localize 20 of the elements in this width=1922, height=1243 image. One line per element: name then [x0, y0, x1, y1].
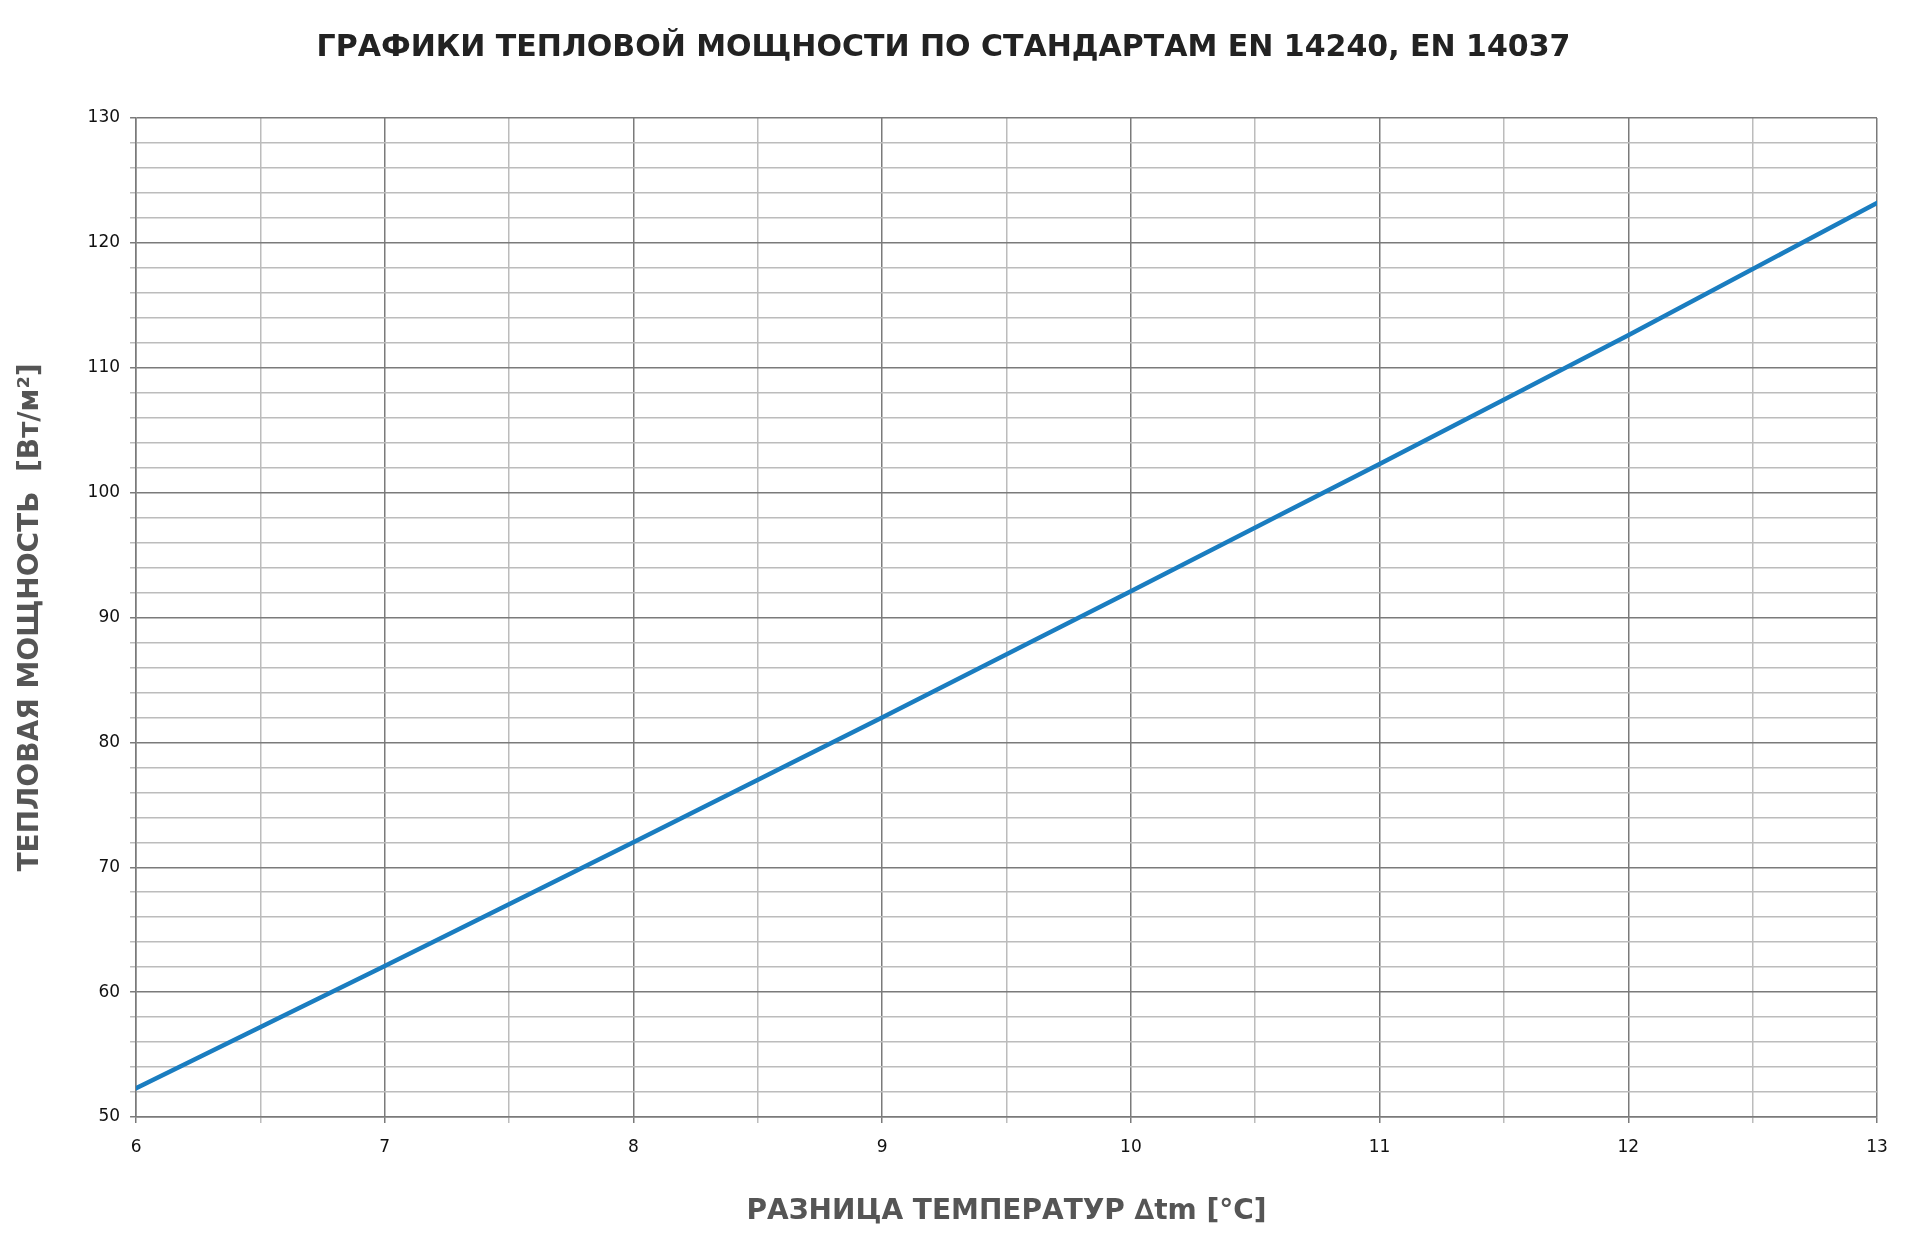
y-tick-label: 50: [98, 1105, 121, 1126]
y-tick-label: 90: [98, 605, 121, 626]
x-tick-label: 6: [130, 1135, 142, 1156]
x-tick-label: 8: [628, 1135, 639, 1156]
chart-title: ГРАФИКИ ТЕПЛОВОЙ МОЩНОСТИ ПО СТАНДАРТАМ EN 14240, EN 14037: [316, 27, 1571, 63]
y-tick-label: 70: [98, 855, 121, 876]
y-tick-label: 80: [98, 730, 121, 751]
x-tick-label: 10: [1120, 1135, 1142, 1156]
x-tick-label: 13: [1866, 1135, 1888, 1156]
y-axis-title: ТЕПЛОВАЯ МОЩНОСТЬ [Вт/м²]: [12, 363, 46, 872]
y-tick-label: 60: [98, 980, 121, 1001]
y-tick-label: 130: [87, 106, 121, 127]
y-tick-label: 120: [87, 231, 121, 252]
x-axis-title: РАЗНИЦА ТЕМПЕРАТУР ∆tm [°C]: [746, 1193, 1267, 1227]
x-tick-label: 9: [876, 1135, 888, 1156]
x-tick-label: 7: [379, 1135, 391, 1156]
x-tick-label: 11: [1368, 1135, 1391, 1156]
y-tick-label: 100: [87, 481, 121, 502]
x-tick-label: 12: [1617, 1135, 1640, 1156]
y-tick-label: 110: [87, 356, 121, 377]
